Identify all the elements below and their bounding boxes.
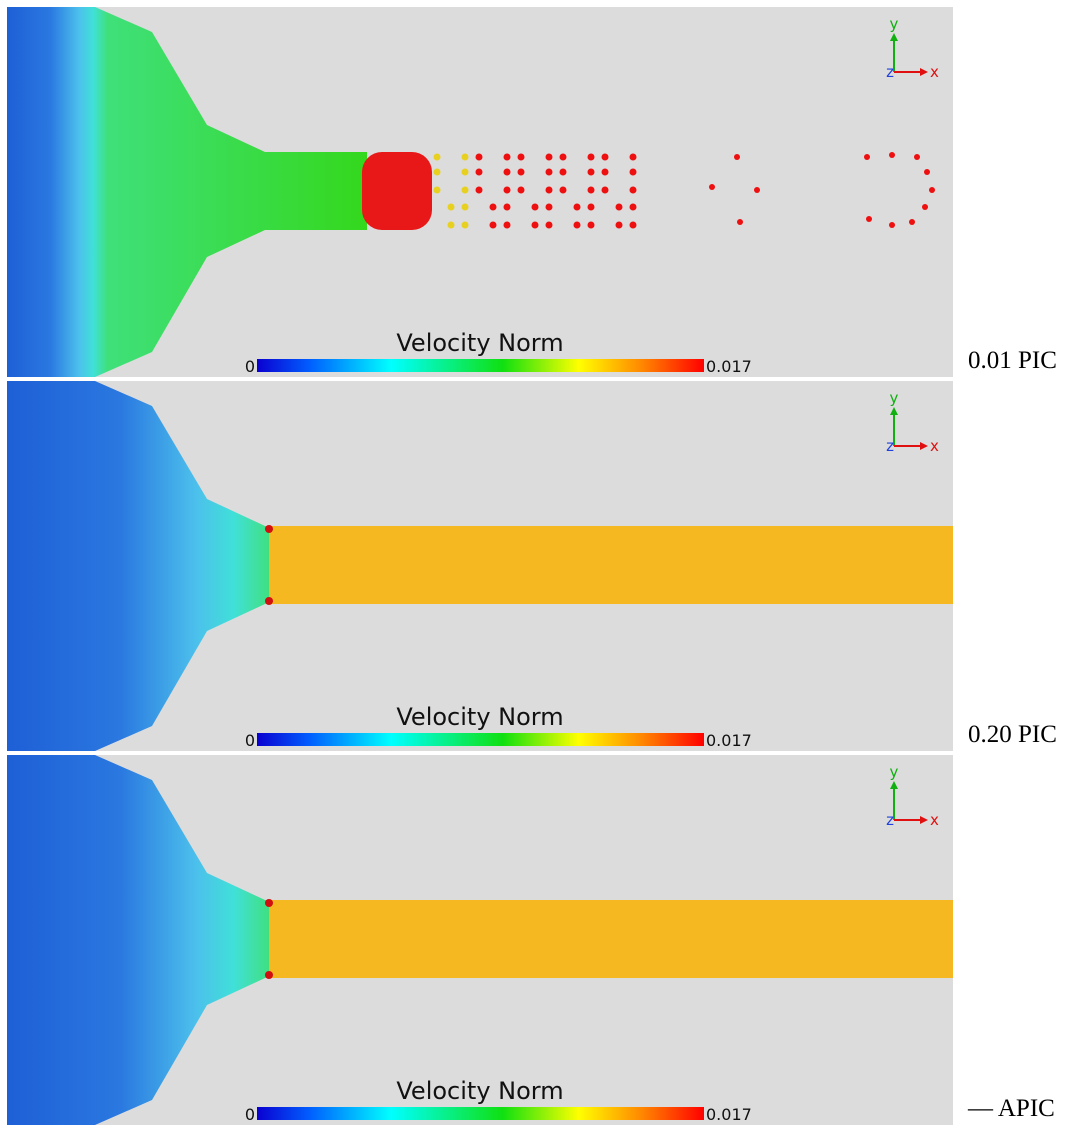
particle — [866, 216, 872, 222]
particle — [588, 204, 595, 211]
colorbar-title: Velocity Norm — [396, 1077, 563, 1105]
particle — [574, 204, 581, 211]
particle — [462, 154, 469, 161]
particle — [560, 154, 567, 161]
particle — [546, 154, 553, 161]
colorbar-min: 0 — [245, 357, 255, 376]
axis-y-label: y — [890, 15, 899, 33]
particle — [602, 154, 609, 161]
particle — [518, 154, 525, 161]
axis-z-label: z — [886, 63, 894, 81]
particle — [504, 187, 511, 194]
particle — [588, 154, 595, 161]
panel-label: 0.01 PIC — [968, 347, 1057, 375]
particle — [630, 204, 637, 211]
colorbar-title: Velocity Norm — [396, 703, 563, 731]
axis-x-label: x — [930, 63, 939, 81]
axis-z-label: z — [886, 437, 894, 455]
particle — [560, 169, 567, 176]
simulation-panel: Velocity Norm 0 0.017 y x z — [7, 381, 953, 751]
particle — [532, 222, 539, 229]
axis-y-label: y — [890, 763, 899, 781]
particle — [546, 204, 553, 211]
particle — [476, 187, 483, 194]
particle — [560, 187, 567, 194]
colorbar — [257, 733, 704, 746]
vortex — [362, 152, 432, 230]
particle — [574, 222, 581, 229]
axis-x-label: x — [930, 437, 939, 455]
colorbar-max: 0.017 — [706, 357, 752, 376]
particle — [532, 204, 539, 211]
particle — [490, 222, 497, 229]
colorbar — [257, 359, 704, 372]
particle — [864, 154, 870, 160]
particle — [504, 169, 511, 176]
particle — [462, 169, 469, 176]
corner-peak — [265, 525, 273, 533]
particle — [546, 187, 553, 194]
corner-peak — [265, 971, 273, 979]
particle — [490, 204, 497, 211]
particle — [602, 169, 609, 176]
simulation-panel: Velocity Norm 0 0.017 y x z — [7, 755, 953, 1125]
particle — [754, 187, 760, 193]
particle — [737, 219, 743, 225]
particle — [889, 152, 895, 158]
particle — [448, 204, 455, 211]
channel-flow — [269, 900, 953, 978]
panel-label: — APIC — [968, 1095, 1055, 1123]
colorbar-title: Velocity Norm — [396, 329, 563, 357]
particle — [504, 204, 511, 211]
particle — [588, 169, 595, 176]
particle — [476, 169, 483, 176]
colorbar-min: 0 — [245, 731, 255, 750]
particle — [616, 204, 623, 211]
particle — [630, 154, 637, 161]
particle — [914, 154, 920, 160]
particle — [602, 187, 609, 194]
corner-peak — [265, 597, 273, 605]
particle — [734, 154, 740, 160]
particle — [922, 204, 928, 210]
particle — [434, 187, 441, 194]
particle — [889, 222, 895, 228]
particle — [588, 222, 595, 229]
colorbar-max: 0.017 — [706, 731, 752, 750]
colorbar-min: 0 — [245, 1105, 255, 1124]
colorbar-max: 0.017 — [706, 1105, 752, 1124]
particle — [518, 187, 525, 194]
particle — [434, 169, 441, 176]
particle — [518, 169, 525, 176]
particle — [434, 154, 441, 161]
corner-peak — [265, 899, 273, 907]
particle — [448, 222, 455, 229]
colorbar — [257, 1107, 704, 1120]
particle — [504, 222, 511, 229]
particle — [924, 169, 930, 175]
particle — [462, 187, 469, 194]
panel-label: 0.20 PIC — [968, 721, 1057, 749]
axis-z-label: z — [886, 811, 894, 829]
particle — [476, 154, 483, 161]
particle — [546, 169, 553, 176]
figure: {"panels": [ {"colorbar": {"title": "Vel… — [0, 0, 1091, 1131]
particle — [616, 222, 623, 229]
particle — [462, 222, 469, 229]
axis-x-label: x — [930, 811, 939, 829]
axis-y-label: y — [890, 389, 899, 407]
particle — [588, 187, 595, 194]
particle — [630, 169, 637, 176]
channel-flow — [269, 526, 953, 604]
particle — [504, 154, 511, 161]
particle — [709, 184, 715, 190]
simulation-panel: Velocity Norm 0 0.017 y x z — [7, 7, 953, 377]
particle — [462, 204, 469, 211]
particle — [546, 222, 553, 229]
particle — [929, 187, 935, 193]
particle — [630, 187, 637, 194]
particle — [909, 219, 915, 225]
particle — [630, 222, 637, 229]
